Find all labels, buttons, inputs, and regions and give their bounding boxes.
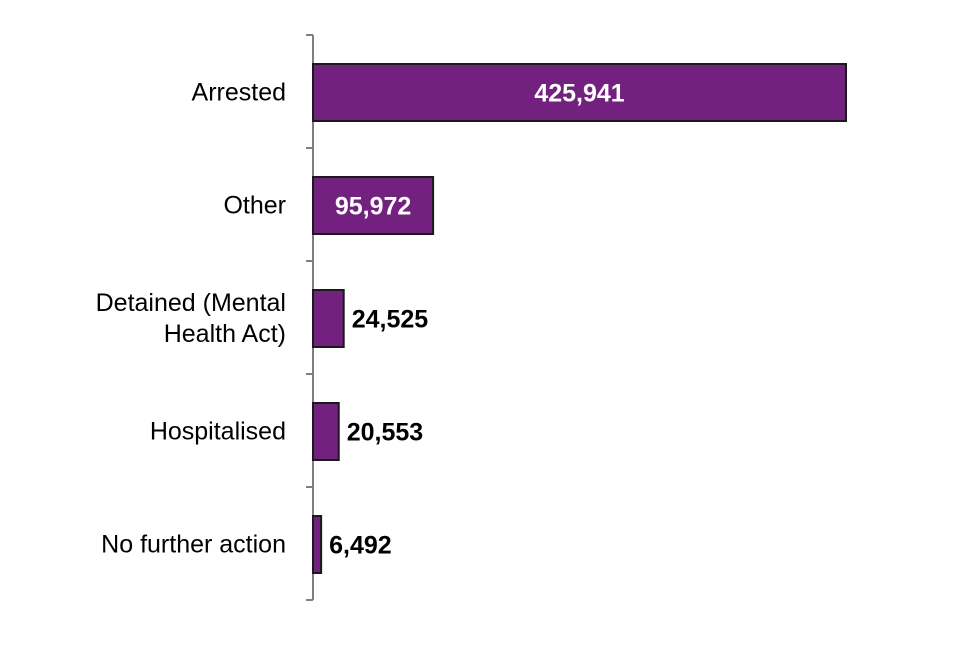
category-label: Arrested [192,79,286,107]
data-label: 20,553 [347,419,423,447]
category-label: Hospitalised [150,418,286,446]
bar [312,63,847,122]
data-label: 95,972 [335,193,411,221]
category-label-line: Arrested [192,79,286,107]
data-label: 425,941 [534,80,624,108]
category-label: No further action [101,531,286,559]
category-label: Detained (Mental Health Act) [96,289,286,348]
bar [312,515,323,574]
category-label-line: Other [223,192,286,220]
data-label: 6,492 [329,532,392,560]
category-label-line: Detained (Mental [96,289,286,317]
data-label: 24,525 [352,306,429,334]
labels-layer: Arrested 425,941 Other 95,972 Detained (Ment… [96,79,625,560]
bar [312,176,435,235]
bars-layer [312,63,847,574]
category-label: Other [223,192,286,220]
bar [312,289,345,348]
axis-layer [306,34,314,601]
category-label-line: Health Act) [164,320,286,348]
bar [312,402,340,461]
category-label-line: Hospitalised [150,418,286,446]
category-label-line: No further action [101,531,286,559]
